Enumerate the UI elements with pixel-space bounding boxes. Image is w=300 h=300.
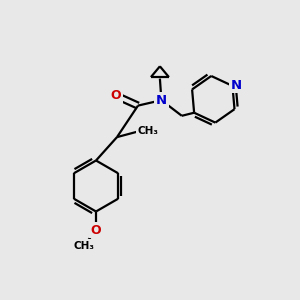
Text: O: O xyxy=(91,224,101,237)
Text: O: O xyxy=(110,89,121,102)
Text: CH₃: CH₃ xyxy=(74,241,94,251)
Text: CH₃: CH₃ xyxy=(138,125,159,136)
Text: N: N xyxy=(156,94,167,107)
Text: N: N xyxy=(231,79,242,92)
